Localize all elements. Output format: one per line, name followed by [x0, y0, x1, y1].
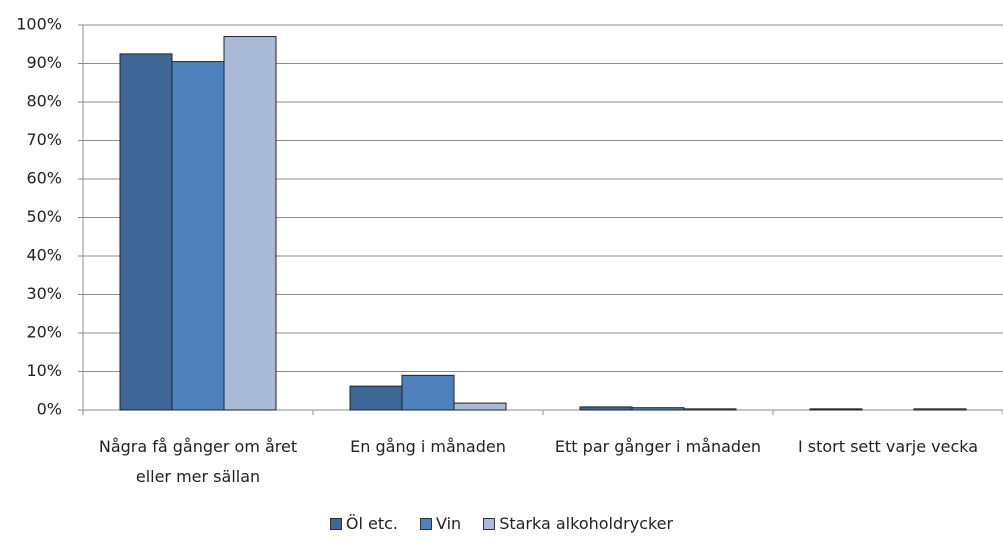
- y-tick-label: 0%: [37, 400, 62, 419]
- bar: [223, 36, 277, 411]
- bar: [119, 53, 173, 411]
- bar: [401, 374, 455, 411]
- y-tick-label: 30%: [26, 284, 62, 303]
- legend-label: Vin: [436, 514, 462, 533]
- x-tick-label: Några få gånger om året eller mer sällan: [98, 437, 298, 486]
- legend-label: Starka alkoholdrycker: [499, 514, 674, 533]
- y-tick-label: 40%: [26, 246, 62, 265]
- bar: [809, 408, 863, 411]
- legend-swatch: [420, 517, 432, 530]
- y-tick-label: 10%: [26, 361, 62, 380]
- legend-item: Öl etc.: [329, 514, 398, 533]
- x-tick-label: En gång i månaden: [350, 437, 506, 456]
- x-tick-label: Ett par gånger i månaden: [554, 437, 762, 456]
- bar: [349, 385, 403, 411]
- x-tick-label: I stort sett varje vecka: [797, 437, 979, 456]
- bar: [683, 408, 737, 411]
- y-tick-label: 100%: [16, 15, 62, 34]
- bar: [453, 402, 507, 411]
- legend-swatch: [329, 517, 342, 530]
- legend-item: Vin: [420, 514, 461, 533]
- bar: [171, 61, 225, 411]
- legend-label: Öl etc.: [345, 514, 398, 533]
- y-tick-label: 70%: [26, 130, 62, 149]
- y-tick-label: 60%: [26, 169, 62, 188]
- legend: Öl etc. Vin Starka alkoholdrycker: [0, 514, 1003, 533]
- bar: [579, 406, 633, 411]
- y-tick-label: 20%: [26, 323, 62, 342]
- y-tick-label: 50%: [26, 207, 62, 226]
- legend-item: Starka alkoholdrycker: [483, 514, 673, 533]
- bar: [631, 407, 685, 411]
- bar: [913, 408, 967, 411]
- y-tick-label: 80%: [26, 92, 62, 111]
- legend-swatch: [483, 517, 496, 530]
- y-tick-label: 90%: [26, 53, 62, 72]
